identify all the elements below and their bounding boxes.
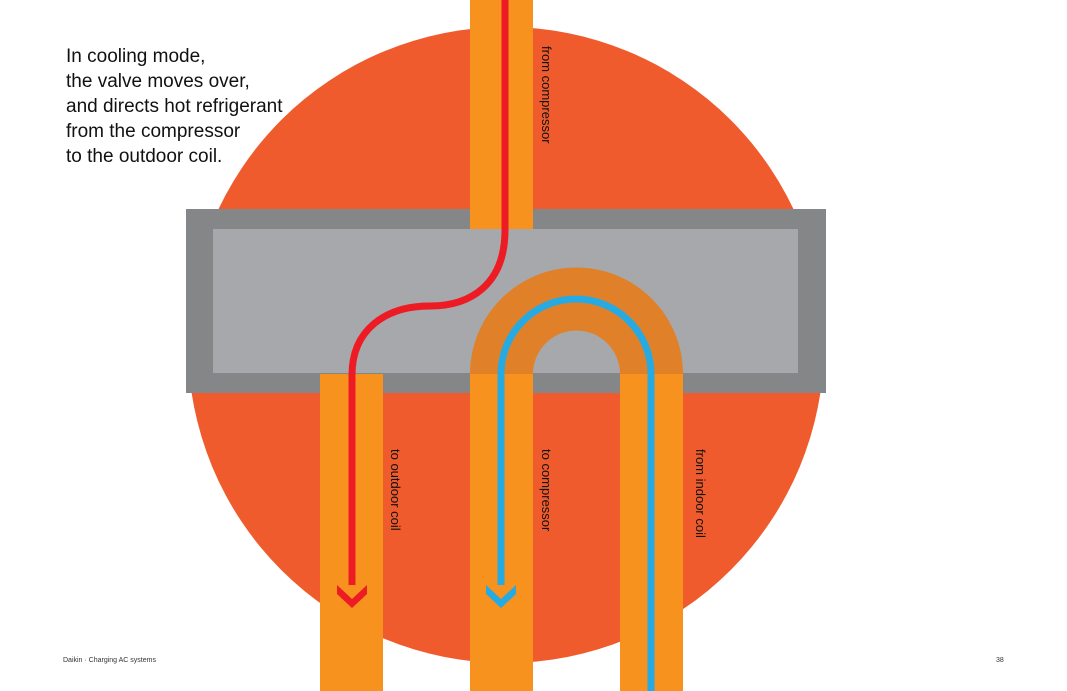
label-to-compressor: to compressor	[539, 449, 554, 532]
caption-line: and directs hot refrigerant	[66, 96, 283, 117]
footer-title: Daikin · Charging AC systems	[63, 657, 156, 664]
valve-slider	[470, 267, 683, 374]
caption: In cooling mode, the valve moves over, a…	[66, 44, 283, 169]
caption-line: from the compressor	[66, 121, 241, 142]
hot-refrigerant-flow	[348, 0, 509, 585]
cool-flow-arrowhead	[486, 585, 516, 608]
label-to-outdoor-coil: to outdoor coil	[388, 449, 403, 531]
caption-line: the valve moves over,	[66, 71, 250, 92]
label-from-compressor: from compressor	[539, 46, 554, 144]
label-from-indoor-coil: from indoor coil	[693, 449, 708, 538]
caption-line: to the outdoor coil.	[66, 146, 223, 167]
cool-refrigerant-flow	[497, 295, 655, 691]
caption-line: In cooling mode,	[66, 46, 206, 67]
page-number: 38	[996, 657, 1004, 664]
hot-flow-arrowhead	[337, 585, 367, 608]
